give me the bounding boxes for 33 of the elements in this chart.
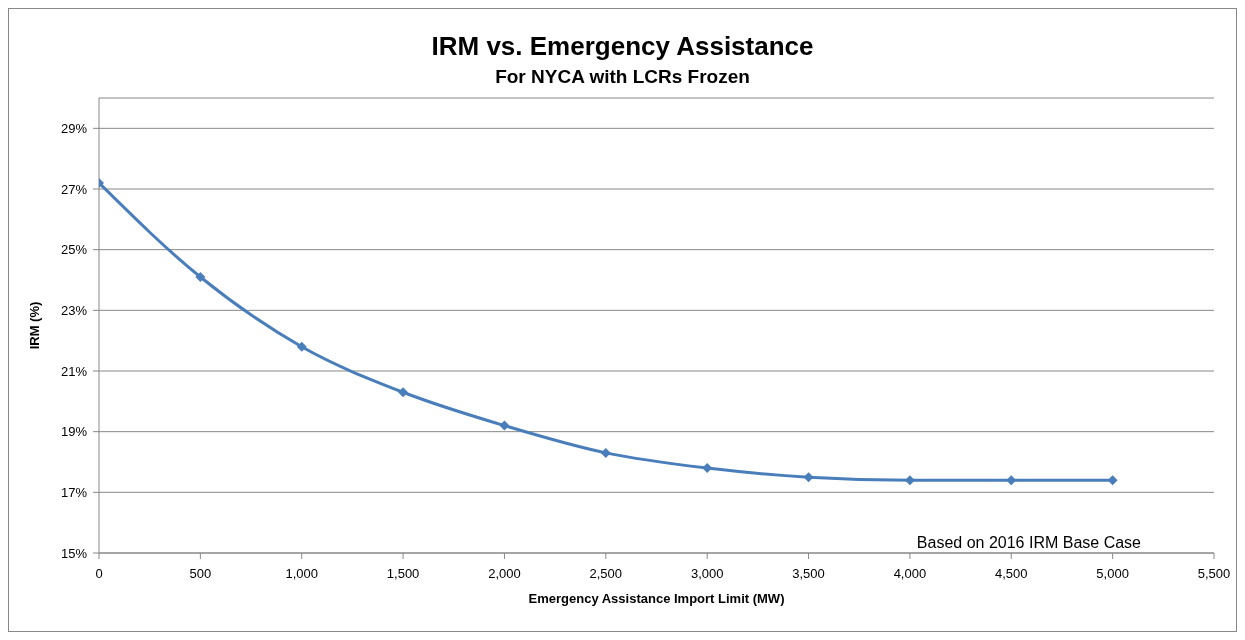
point — [600, 447, 611, 458]
point — [398, 387, 409, 398]
point — [195, 271, 206, 282]
x-tick-label: 5,000 — [1096, 566, 1129, 582]
point — [499, 420, 510, 431]
point — [296, 341, 307, 352]
y-tick-label: 15% — [60, 545, 88, 561]
chart-title: IRM vs. Emergency Assistance — [430, 31, 815, 62]
x-tick-label: 500 — [189, 566, 212, 582]
y-tick-label: 29% — [60, 120, 88, 136]
x-tick-label: 2,500 — [589, 566, 623, 582]
x-tick-label: 3,000 — [690, 566, 724, 582]
y-tick-label: 21% — [60, 363, 88, 379]
x-tick-label: 3,500 — [792, 566, 825, 582]
x-tick-label: 1,000 — [285, 566, 318, 582]
annotation: Based on 2016 IRM Base Case — [916, 534, 1141, 552]
x-tick-label: 0 — [95, 566, 103, 582]
x-tick-label: 4,000 — [893, 566, 927, 582]
x-tick-label: 2,000 — [488, 566, 521, 582]
x-axis-title: Emergency Assistance Import Limit (MW) — [528, 591, 785, 606]
y-tick-label: 25% — [60, 242, 88, 258]
point — [803, 472, 814, 483]
y-tick-label: 17% — [60, 484, 88, 500]
y-axis-title: IRM (%) — [26, 301, 42, 350]
x-tick-label: 5,500 — [1197, 566, 1231, 582]
point — [1006, 475, 1017, 486]
x-tick-label: 4,500 — [995, 566, 1028, 582]
y-tick-label: 27% — [60, 181, 88, 197]
y-tick-label: 19% — [60, 424, 88, 440]
x-tick-label: 1,500 — [386, 566, 420, 582]
chart-subtitle: For NYCA with LCRs Frozen — [494, 66, 751, 88]
y-tick-label: 23% — [60, 302, 88, 318]
point — [1107, 475, 1118, 486]
